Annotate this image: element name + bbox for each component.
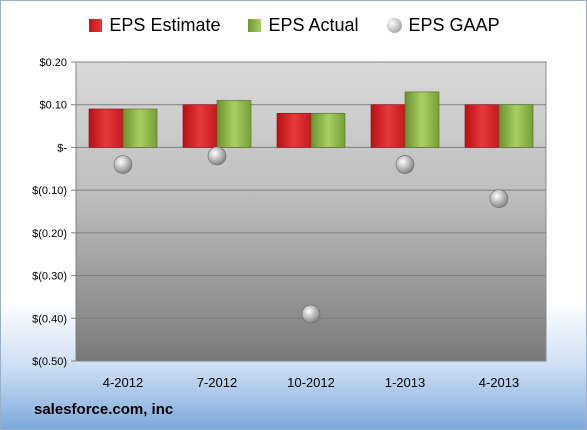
legend-item-eps-actual: EPS Actual [248,15,359,36]
y-tick-label: $(0.30) [32,271,67,283]
y-axis: $0.20 $0.10 $- $(0.10) $(0.20) $(0.30) $(0.40)… [32,57,77,368]
x-tick-label: 10-2012 [287,375,335,390]
legend-swatch-eps-actual [248,19,262,32]
bar-eps-actual [498,104,534,148]
point-eps-gaap [395,155,415,174]
y-tick-label: $0.10 [39,100,67,112]
legend-item-eps-gaap: EPS GAAP [386,15,500,36]
x-tick-label: 7-2012 [197,375,237,390]
y-tick-label: $(0.50) [32,356,67,368]
x-tick-label: 4-2012 [103,375,143,390]
legend-label-eps-gaap: EPS GAAP [408,15,500,35]
point-eps-gaap [207,146,227,166]
legend-label-eps-estimate: EPS Estimate [109,15,221,35]
legend-item-eps-estimate: EPS Estimate [89,15,220,36]
y-tick-label: $- [57,142,67,154]
bar-eps-estimate [182,104,218,148]
y-tick-label: $(0.10) [32,185,67,197]
legend-swatch-eps-estimate [89,19,103,32]
x-tick-label: 1-2013 [385,375,425,390]
company-name: salesforce.com, inc [34,401,174,418]
bar-eps-estimate [370,104,406,148]
bars [88,91,534,148]
bar-eps-actual [404,91,440,148]
point-eps-gaap [113,155,133,174]
point-eps-gaap [301,304,321,324]
bar-eps-actual [122,108,158,148]
legend-swatch-eps-gaap [386,18,402,33]
y-tick-label: $0.20 [39,57,67,69]
y-tick-label: $(0.40) [32,313,67,325]
legend-label-eps-actual: EPS Actual [268,15,359,35]
bar-eps-actual [216,100,252,148]
legend: EPS Estimate EPS Actual EPS GAAP [1,15,587,36]
bar-eps-actual [310,112,346,148]
y-tick-label: $(0.20) [32,228,67,240]
x-tick-label: 4-2013 [479,375,519,390]
bar-eps-estimate [276,112,312,148]
x-axis: 4-2012 7-2012 10-2012 1-2013 4-2013 [103,375,519,390]
bar-eps-estimate [464,104,500,148]
gaap-points [113,146,509,324]
point-eps-gaap [489,189,509,208]
bar-eps-estimate [88,108,124,148]
